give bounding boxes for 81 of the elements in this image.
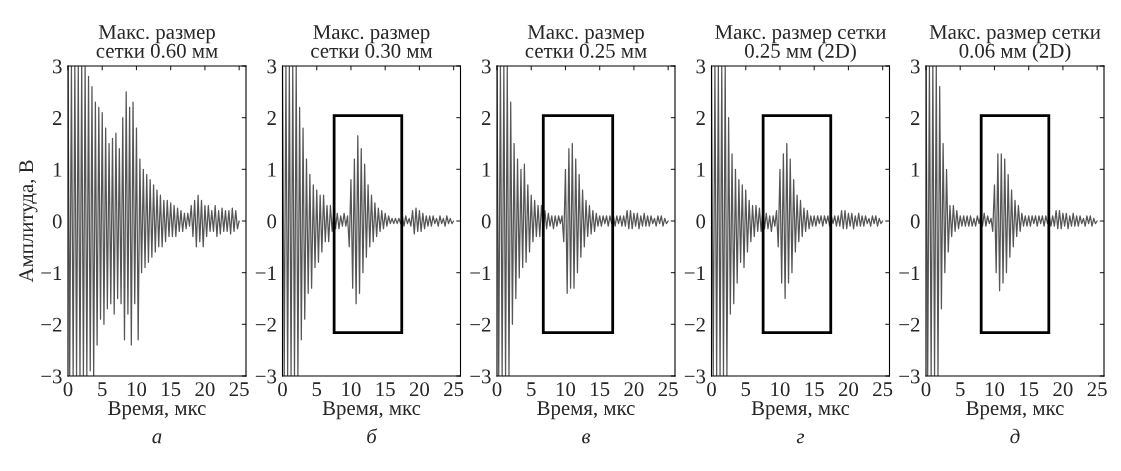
text: б xyxy=(367,428,378,444)
x-tick-label: 10 xyxy=(342,382,361,397)
x-tick-label: 10 xyxy=(556,382,576,397)
y-tick-label: 3 xyxy=(482,59,491,74)
x-tick-label: 0 xyxy=(278,382,287,397)
y-tick-label: 3 xyxy=(911,59,920,74)
y-tick-label: −2 xyxy=(41,317,62,332)
y-tick-label: 2 xyxy=(52,111,62,125)
y-tick-label: −1 xyxy=(899,266,920,280)
y-tick-label: −2 xyxy=(470,317,491,332)
x-tick-label: 5 xyxy=(527,382,536,397)
x-tick-label: 5 xyxy=(312,382,322,397)
y-tick-label: −3 xyxy=(255,369,277,384)
text: д xyxy=(1010,428,1020,444)
y-tick-label: 1 xyxy=(53,162,62,177)
x-tick-label: 10 xyxy=(985,382,1005,397)
y-tick-label: −3 xyxy=(470,369,491,384)
text: в xyxy=(582,433,591,444)
y-tick-label: 2 xyxy=(481,111,491,125)
y-tick-label: −1 xyxy=(684,266,705,280)
x-tick-label: 5 xyxy=(98,382,107,397)
x-axis-title: Время, мкс xyxy=(322,401,421,420)
chart-title: Макс. размер сетки 0.25 мм (2D) xyxy=(715,25,886,63)
y-tick-label: −1 xyxy=(470,266,491,280)
y-axis-title: Амплитуда, В xyxy=(19,160,38,283)
x-tick-label: 25 xyxy=(873,382,893,397)
y-tick-label: 1 xyxy=(697,162,705,177)
y-tick-label: −3 xyxy=(899,369,920,384)
y-tick-label: −3 xyxy=(684,369,706,384)
x-tick-label: 25 xyxy=(229,382,249,397)
x-tick-label: 15 xyxy=(376,382,395,397)
x-tick-label: 15 xyxy=(1020,382,1039,397)
y-tick-label: −3 xyxy=(41,369,62,384)
x-tick-label: 0 xyxy=(707,382,716,397)
x-tick-label: 25 xyxy=(1087,382,1107,397)
y-tick-label: 3 xyxy=(267,59,277,74)
y-tick-label: 2 xyxy=(696,111,705,125)
y-tick-label: 0 xyxy=(696,214,706,229)
x-tick-label: 25 xyxy=(658,382,678,397)
y-tick-label: 3 xyxy=(53,59,62,74)
y-tick-label: −1 xyxy=(41,266,62,280)
x-tick-label: 15 xyxy=(162,382,181,397)
y-tick-label: −2 xyxy=(899,317,920,332)
x-tick-label: 10 xyxy=(127,382,147,397)
y-tick-label: −2 xyxy=(255,317,276,332)
x-tick-label: 15 xyxy=(591,382,610,397)
x-tick-label: 0 xyxy=(63,382,73,397)
chart-title: Макс. размер сетки 0.25 мм xyxy=(525,25,647,58)
x-tick-label: 0 xyxy=(492,382,502,397)
x-axis-title: Время, мкс xyxy=(751,401,850,420)
y-tick-label: 2 xyxy=(910,111,920,125)
x-axis-title: Время, мкс xyxy=(108,401,206,420)
x-tick-label: 5 xyxy=(741,382,751,397)
text: а xyxy=(152,433,162,444)
y-tick-label: 0 xyxy=(52,214,62,229)
y-tick-label: 1 xyxy=(911,162,920,177)
y-tick-label: −2 xyxy=(684,317,705,332)
chart-title: Макс. размер сетки 0.06 мм (2D) xyxy=(929,25,1101,63)
x-tick-label: 20 xyxy=(838,382,859,397)
x-tick-label: 15 xyxy=(805,382,824,397)
x-tick-label: 5 xyxy=(956,382,965,397)
y-tick-label: 0 xyxy=(481,214,491,229)
y-tick-label: 0 xyxy=(910,214,920,229)
x-tick-label: 25 xyxy=(444,382,464,397)
y-tick-label: 1 xyxy=(482,162,491,177)
y-tick-label: 2 xyxy=(267,111,276,125)
y-tick-label: 0 xyxy=(267,214,277,229)
text: г xyxy=(796,433,805,444)
y-tick-label: 1 xyxy=(268,162,276,177)
x-tick-label: 10 xyxy=(771,382,790,397)
x-tick-label: 20 xyxy=(624,382,644,397)
y-tick-label: −1 xyxy=(255,266,276,280)
x-tick-label: 20 xyxy=(409,382,430,397)
chart-title: Макс. размер сетки 0.30 мм xyxy=(311,25,433,58)
y-tick-label: 3 xyxy=(696,59,706,74)
x-tick-label: 20 xyxy=(1053,382,1073,397)
x-axis-title: Время, мкс xyxy=(966,401,1064,420)
x-tick-label: 20 xyxy=(195,382,215,397)
chart-title: Макс. размер сетки 0.60 мм xyxy=(96,25,218,58)
x-tick-label: 0 xyxy=(921,382,931,397)
x-axis-title: Время, мкс xyxy=(537,401,635,420)
